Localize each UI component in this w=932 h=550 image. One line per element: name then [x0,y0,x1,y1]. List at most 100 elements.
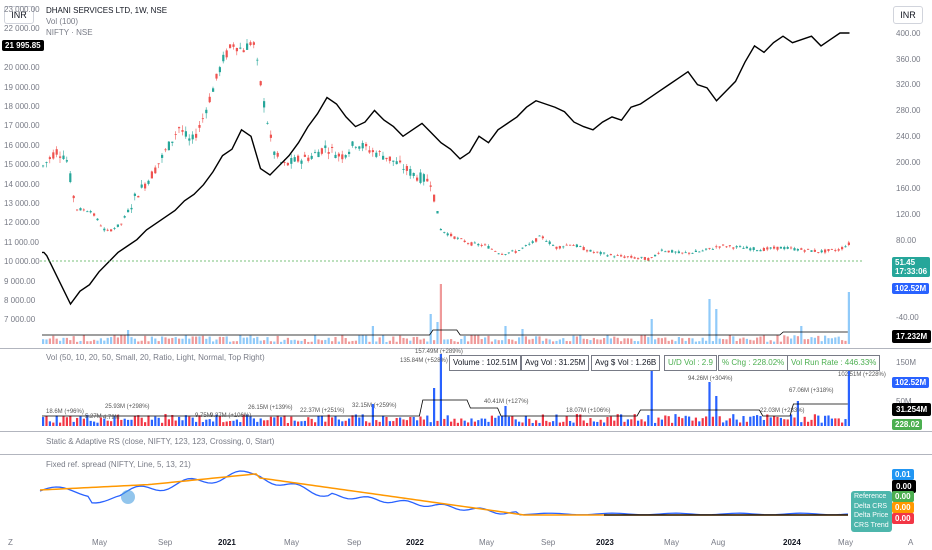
left-axis-tick: 14 000.00 [4,179,40,189]
candle-body [252,42,255,45]
volume-bar [337,341,340,344]
candle-body [42,165,45,167]
volume-pane-bar [664,415,667,426]
volume-bar [120,335,123,344]
volume-bar [147,341,150,344]
volume-pane-bar [229,420,232,426]
volume-pane-bar [677,416,680,426]
volume-bar [616,337,619,344]
volume-pane-bar [524,415,527,426]
candle-body [358,146,361,149]
volume-pane-bar [725,420,728,426]
volume-pane-bar [137,415,140,426]
candle-body [269,134,272,138]
candle-body [480,244,483,246]
volume-bar [715,309,718,344]
left-axis-tick: 7 000.00 [4,315,36,325]
volume-bar [385,341,388,344]
volume-bar [803,339,806,344]
volume-bar [497,340,500,344]
pane-separator[interactable] [0,348,932,349]
volume-bar [171,337,174,344]
volume-bar [694,341,697,344]
volume-pane-bar [810,419,813,426]
volume-pane-bar [354,414,357,426]
volume-pane-bar [239,422,242,426]
candle-body [212,88,215,92]
spread-indicator-legend[interactable]: Fixed ref. spread (NIFTY, Line, 5, 13, 2… [46,460,191,469]
volume-bar [123,335,126,344]
volume-bar [834,337,837,344]
volume-pane-bar [586,422,589,426]
currency-left-button[interactable]: INR [4,6,34,24]
volume-bar [555,340,558,344]
volume-bar [766,341,769,344]
volume-pane-bar [303,420,306,426]
volume-bar [456,341,459,344]
volume-pane-bar [637,420,640,426]
volume-bar [620,341,623,344]
volume-bar [538,336,541,344]
candle-body [52,152,55,159]
candle-body [603,252,606,254]
volume-pane-bar [480,418,483,426]
volume-pane-bar [69,415,72,426]
volume-bar [82,335,85,344]
candle-body [830,248,833,250]
volume-bar [820,341,823,344]
volume-pane-bar [650,371,653,426]
volume-pane-bar [334,416,337,426]
right-axis-tick: 400.00 [896,29,921,38]
volume-pane-bar [133,415,136,426]
rs-indicator-legend[interactable]: Static & Adaptive RS (close, NIFTY, 123,… [46,437,275,446]
volume-bar [654,339,657,344]
volume-bar [609,338,612,344]
volume-bars-main [42,284,850,344]
volume-bar [630,338,633,344]
volume-pane-bar [830,418,833,426]
volume-bar [592,337,595,344]
candle-body [419,172,422,183]
candle-body [96,218,99,221]
volume-bar [351,340,354,344]
crs-trend-line [39,473,848,516]
volume-pane-bar [800,422,803,426]
vol-annotation: 22.03M (+283%) [760,408,805,414]
candle-body [596,251,599,253]
candle-body [263,101,266,108]
pane-separator[interactable] [0,454,932,455]
volume-pane-bar [691,420,694,426]
volume-pane-bar [103,418,106,426]
candle-body [762,247,765,251]
volume-bar [392,336,395,344]
volume-bar [769,340,772,344]
volume-bar [562,338,565,344]
candle-body [246,43,249,50]
volume-pane-bar [195,421,198,426]
volume-pane-bar [688,416,691,426]
right-value-tag: 0.00 [892,502,914,513]
right-axis-tick: 50M [896,397,912,406]
currency-right-button[interactable]: INR [893,6,923,24]
volume-bar [344,338,347,344]
volume-bar [844,340,847,344]
volume-pane-bar [150,419,153,426]
volume-pane-bar [521,422,524,426]
volume-bar [283,339,286,344]
volume-bar [354,340,357,344]
volume-bar [453,341,456,344]
volume-pane-bar [490,415,493,426]
volume-pane-bar [443,418,446,426]
volume-pane-bar [616,414,619,426]
vol-indicator-legend[interactable]: Vol (50, 10, 20, 50, Small, 20, Ratio, L… [46,353,265,362]
volume-pane-bar [273,417,276,426]
volume-bar [545,338,548,344]
volume-bar [463,335,466,344]
candle-body [235,47,238,52]
pane-separator[interactable] [0,431,932,432]
volume-bar [490,341,493,344]
volume-bar [55,338,58,344]
candle-body [817,252,820,253]
candle-body [671,250,674,253]
